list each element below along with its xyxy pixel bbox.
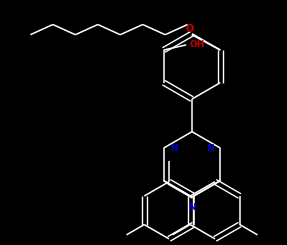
- Text: N: N: [207, 144, 214, 153]
- Text: N: N: [170, 144, 177, 153]
- Text: OH: OH: [189, 40, 205, 49]
- Text: O: O: [185, 24, 194, 34]
- Text: N: N: [188, 203, 196, 212]
